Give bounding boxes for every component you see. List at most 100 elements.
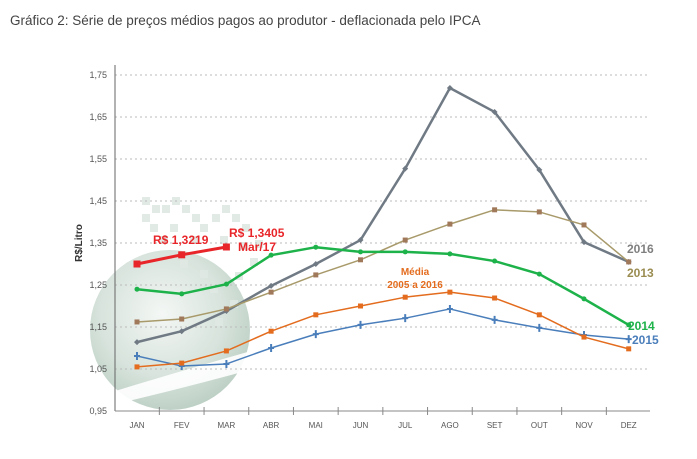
x-tick-label: DEZ [621, 421, 637, 430]
y-tick-label: 1,45 [89, 196, 107, 206]
pixel-square-decoration [210, 285, 218, 293]
background-decoration [90, 197, 420, 411]
data-point [134, 351, 140, 360]
pixel-square-decoration [182, 205, 190, 213]
data-point [536, 271, 542, 277]
data-point [179, 360, 185, 366]
pixel-square-decoration [200, 224, 208, 232]
x-tick-label: JAN [129, 421, 144, 430]
data-point [581, 222, 587, 228]
annotation-media-range: 2005 a 2016 [387, 280, 443, 291]
data-point [313, 244, 319, 250]
pixel-square-decoration [220, 236, 228, 244]
x-tick-label: MAI [309, 421, 323, 430]
data-point [178, 328, 185, 335]
data-point [491, 315, 498, 324]
data-point [447, 289, 453, 295]
x-tick-label: JUN [353, 421, 369, 430]
pixel-square-decoration [255, 240, 263, 248]
series-end-label-2016: 2016 [627, 242, 654, 256]
data-point [402, 249, 408, 255]
data-point [223, 281, 229, 287]
series-group [133, 85, 632, 371]
data-point [133, 260, 141, 268]
x-tick-label: JUL [398, 421, 413, 430]
series-end-label-2014: 2014 [628, 319, 655, 333]
data-point [357, 320, 364, 329]
pixel-square-decoration [212, 214, 220, 222]
data-point [268, 252, 274, 258]
series-m-dia-2005-a-2016 [134, 289, 632, 370]
pixel-square-decoration [240, 242, 248, 250]
pixel-square-decoration [230, 300, 238, 308]
data-point [536, 166, 543, 173]
annotation-mar-2017-label: Mar/17 [238, 240, 276, 254]
series-line [136, 308, 629, 367]
data-point [402, 165, 409, 172]
data-point [179, 316, 185, 322]
y-tick-label: 1,25 [89, 280, 107, 290]
pixel-square-decoration [190, 236, 198, 244]
data-point [626, 322, 632, 328]
annotation-fev-2017: R$ 1,3219 [153, 233, 209, 247]
pixel-square-decoration [215, 318, 223, 326]
data-point [491, 108, 498, 115]
data-point [179, 291, 185, 297]
data-point [536, 312, 542, 318]
data-point [492, 207, 498, 213]
data-point [492, 258, 498, 264]
data-point [178, 251, 186, 259]
x-tick-label: FEV [174, 421, 190, 430]
data-point [626, 259, 632, 265]
data-point [223, 348, 229, 354]
data-point [447, 251, 453, 257]
pixel-square-decoration [152, 205, 160, 213]
data-point [223, 306, 229, 312]
data-point [134, 364, 140, 370]
data-point [134, 286, 140, 292]
pixel-square-decoration [160, 236, 168, 244]
data-point [313, 312, 319, 318]
pixel-square-decoration [242, 224, 250, 232]
y-tick-label: 1,55 [89, 154, 107, 164]
data-point [581, 334, 587, 340]
x-tick-label: OUT [531, 421, 548, 430]
data-point [536, 209, 542, 215]
y-axis-label: R$/Litro [74, 224, 85, 262]
pixel-square-decoration [250, 258, 258, 266]
series-line [136, 245, 630, 326]
annotation-mar-2017-value: R$ 1,3405 [229, 226, 285, 240]
data-point [625, 335, 632, 344]
y-tick-label: 1,35 [89, 238, 107, 248]
data-point [268, 289, 274, 295]
y-tick-label: 1,15 [89, 322, 107, 332]
series-line [136, 209, 630, 323]
axes: 0,95 1,05 1,15 1,25 1,35 1,45 1,55 1,65 1,75 JAN F… [74, 65, 650, 430]
pixel-square-decoration [192, 214, 200, 222]
data-point [446, 304, 453, 313]
data-point [312, 261, 319, 267]
data-point [402, 294, 408, 300]
series-end-label-2015: 2015 [632, 333, 659, 347]
data-point [358, 249, 363, 255]
data-point [581, 239, 587, 246]
series-line [136, 291, 629, 368]
swoosh-decoration [115, 310, 420, 411]
series-2017 [133, 243, 230, 268]
data-point [358, 257, 363, 263]
data-point [626, 346, 632, 352]
data-point [222, 243, 230, 251]
series-end-label-2013: 2013 [627, 266, 654, 280]
series-line [136, 86, 630, 344]
pixel-square-decoration [232, 214, 240, 222]
data-point [134, 339, 140, 346]
pixel-square-decoration [162, 205, 170, 213]
data-point [536, 323, 543, 332]
pixel-square-decoration [150, 224, 158, 232]
data-point [447, 221, 453, 227]
data-point [268, 282, 275, 289]
data-point [268, 328, 274, 334]
y-tick-label: 0,95 [89, 406, 107, 416]
pixel-square-decoration [200, 270, 208, 278]
